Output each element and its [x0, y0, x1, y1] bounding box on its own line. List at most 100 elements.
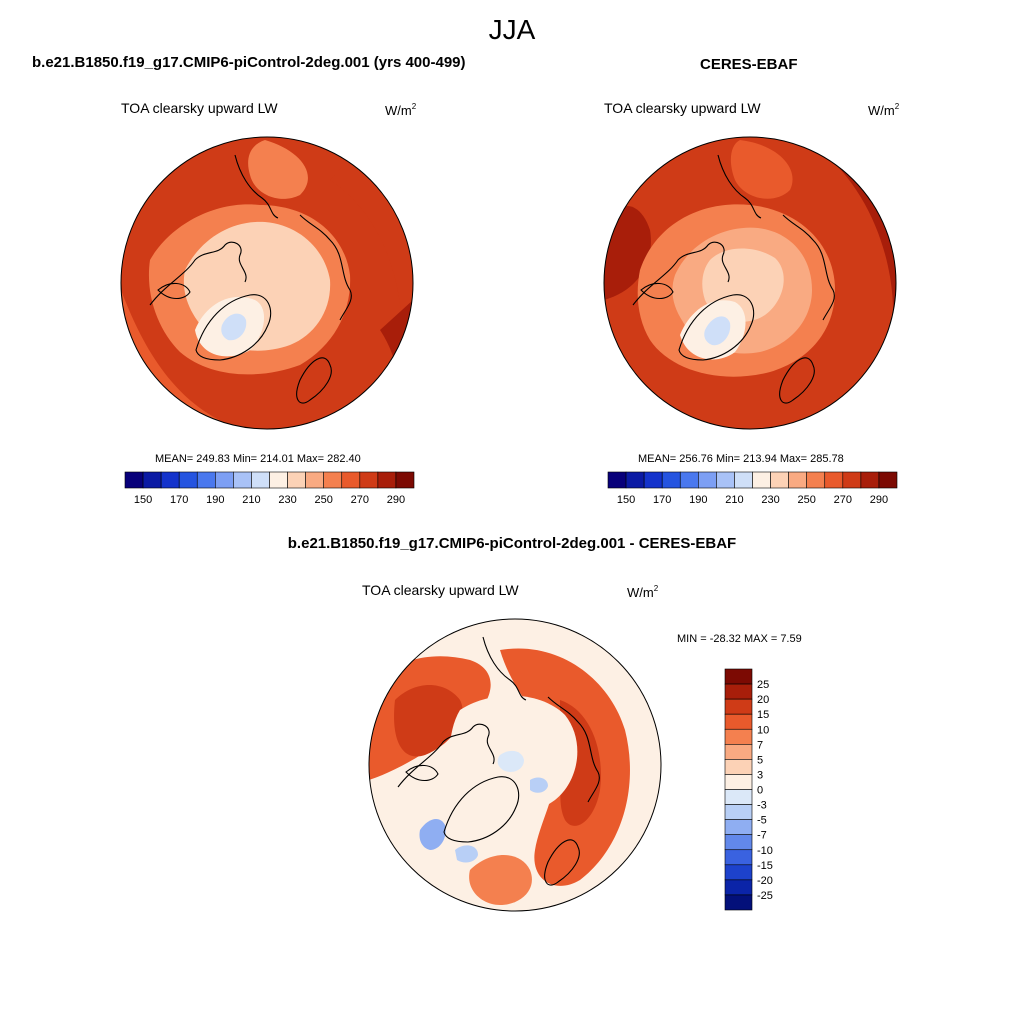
diff-colorbar-box [724, 894, 753, 911]
obs-colorbar-box [878, 471, 898, 489]
diff-field-pole [497, 750, 524, 772]
obs-colorbar-tick-label: 230 [761, 494, 779, 506]
model-coastline-canada [149, 241, 247, 306]
obs-coastline-alaska [717, 154, 762, 219]
diff-stats-text: MIN = -28.32 MAX = 7.59 [677, 633, 802, 645]
diff-colorbar-box [724, 834, 753, 851]
obs-colorbar-tick-label: 150 [617, 494, 635, 506]
diff-colorbar-tick-label: -15 [757, 860, 773, 872]
model-colorbar: 150 170 190 210 230 250 270 290 [124, 471, 415, 506]
model-colorbar-box [323, 471, 343, 489]
model-colorbar-box [287, 471, 306, 489]
diff-colorbar-box [724, 789, 753, 805]
model-colorbar-tick-label: 250 [315, 494, 333, 506]
obs-colorbar-box [625, 471, 645, 489]
obs-colorbar-box [860, 471, 880, 489]
model-colorbar-tick-label: 290 [387, 494, 405, 506]
model-colorbar-box [233, 471, 252, 489]
model-coastline-siberia [299, 214, 352, 321]
diff-colorbar-tick-label: 7 [757, 739, 763, 751]
obs-colorbar: 150 170 190 210 230 250 270 290 [607, 471, 898, 506]
obs-colorbar-box [643, 471, 663, 489]
diff-coastline-alaska [482, 636, 527, 701]
diff-colorbar-box [724, 819, 753, 835]
obs-panel-title: CERES-EBAF [700, 56, 798, 73]
obs-colorbar-tick-label: 290 [870, 494, 888, 506]
obs-colorbar-tick-label: 270 [834, 494, 852, 506]
diff-field-canada-core [394, 685, 463, 757]
model-variable-label: TOA clearsky upward LW [121, 100, 278, 116]
model-colorbar-box [359, 471, 379, 489]
diff-map [368, 618, 662, 912]
obs-coastline-islands [640, 282, 674, 300]
obs-map-border [603, 136, 897, 430]
obs-colorbar-tick-label: 210 [725, 494, 743, 506]
diff-coastline-siberia [547, 696, 600, 803]
diff-colorbar-box [724, 713, 753, 730]
obs-coastline-scandinavia [779, 357, 815, 404]
diff-colorbar-tick-label: 0 [757, 785, 763, 797]
model-colorbar-box [142, 471, 162, 489]
model-colorbar-box [196, 471, 216, 489]
model-coastline-islands [157, 282, 191, 300]
model-colorbar-box [269, 471, 288, 489]
model-field-pacific-sector [248, 140, 308, 199]
diff-field-europe [469, 855, 532, 905]
diff-colorbar-tick-label: 3 [757, 769, 763, 781]
diff-coastline-islands [405, 764, 439, 782]
obs-colorbar-box [698, 471, 717, 489]
diff-colorbar-tick-label: -5 [757, 815, 767, 827]
diff-variable-label: TOA clearsky upward LW [362, 582, 519, 598]
diff-colorbar-tick-label: 20 [757, 694, 769, 706]
diff-colorbar-box [724, 804, 753, 820]
diff-colorbar-box [724, 668, 753, 685]
diff-panel-title: b.e21.B1850.f19_g17.CMIP6-piControl-2deg… [287, 535, 737, 552]
model-colorbar-box [215, 471, 234, 489]
model-colorbar-box [341, 471, 361, 489]
obs-colorbar-box [788, 471, 807, 489]
obs-colorbar-box [824, 471, 844, 489]
model-colorbar-box [160, 471, 180, 489]
diff-colorbar-tick-label: -7 [757, 830, 767, 842]
diff-colorbar-box [724, 728, 753, 745]
diff-field-warm-spot [455, 845, 478, 863]
model-coastlines [149, 154, 352, 404]
obs-colorbar-box [842, 471, 862, 489]
diff-colorbar-box [724, 683, 753, 700]
diff-colorbar-tick-label: -20 [757, 875, 773, 887]
model-colorbar-box [305, 471, 324, 489]
diff-coastline-greenland [443, 776, 520, 843]
model-map-border [120, 136, 414, 430]
diff-colorbar-box [724, 864, 753, 881]
diff-colorbar-box [724, 879, 753, 896]
obs-coastlines [632, 154, 835, 404]
diff-units-label: W/m2 [627, 584, 659, 600]
diff-colorbar-tick-label: -10 [757, 845, 773, 857]
model-colorbar-box [178, 471, 198, 489]
obs-colorbar-box [734, 471, 753, 489]
model-colorbar-tick-label: 230 [278, 494, 296, 506]
diff-field-warm-spot-2 [530, 777, 548, 793]
diff-colorbar-box [724, 744, 753, 760]
model-colorbar-tick-label: 190 [206, 494, 224, 506]
model-field-greenland-core [221, 313, 247, 341]
obs-colorbar-box [607, 471, 627, 489]
obs-field-east [800, 137, 896, 429]
obs-colorbar-box [716, 471, 735, 489]
model-field-eurasia-ocean [300, 137, 413, 429]
diff-colorbar-tick-label: 15 [757, 709, 769, 721]
model-map [120, 136, 414, 430]
model-coastline-alaska [234, 154, 279, 219]
model-stats-text: MEAN= 249.83 Min= 214.01 Max= 282.40 [155, 453, 361, 465]
obs-colorbar-tick-label: 250 [798, 494, 816, 506]
diff-colorbar-tick-label: -3 [757, 800, 767, 812]
diff-colorbar-tick-label: 25 [757, 679, 769, 691]
model-colorbar-box [395, 471, 415, 489]
obs-coastline-canada [632, 241, 730, 306]
diff-colorbar-box [724, 849, 753, 866]
model-colorbar-tick-label: 150 [134, 494, 152, 506]
model-units-label: W/m2 [385, 102, 417, 118]
diff-map-border [368, 618, 662, 912]
obs-colorbar-tick-label: 170 [653, 494, 671, 506]
obs-units-label: W/m2 [868, 102, 900, 118]
